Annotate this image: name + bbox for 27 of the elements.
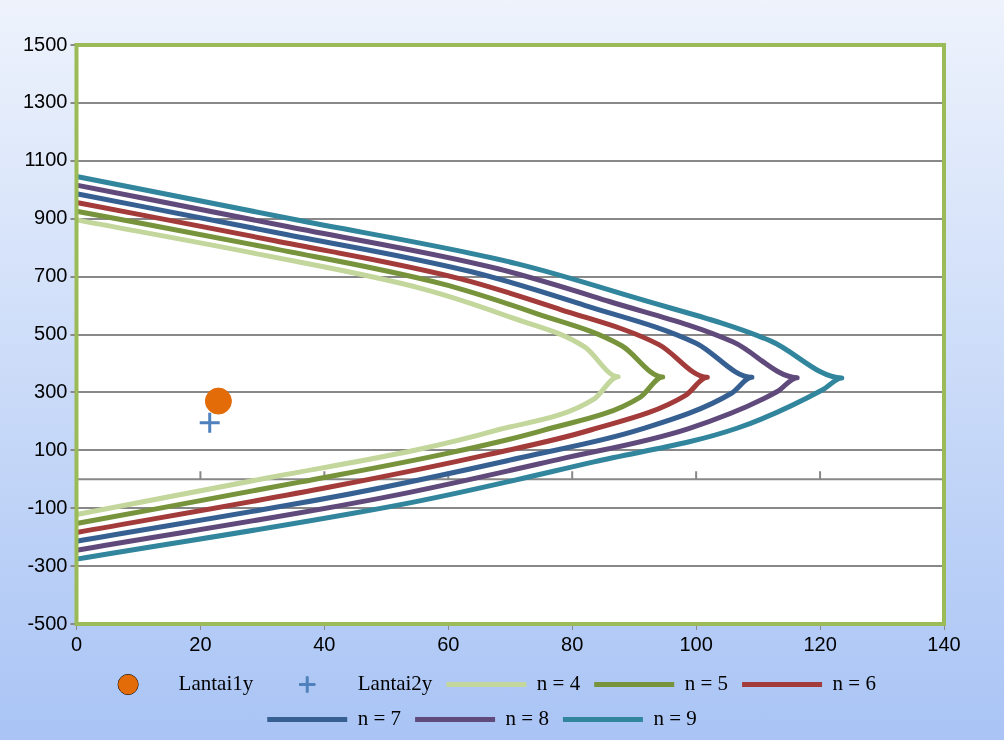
y-tick-label: 300 [34,379,68,402]
x-tick-label: 40 [313,632,336,655]
x-tick-label: 120 [803,632,837,655]
x-tick-label: 0 [70,632,83,655]
y-tick-label: -300 [27,553,68,576]
legend-label: n = 8 [505,706,549,731]
x-tick-label: 20 [189,632,212,655]
x-tick-label: 140 [927,632,961,655]
legend-label: n = 4 [536,671,581,696]
y-tick-label: -100 [27,495,68,518]
legend-label: n = 5 [684,671,729,696]
y-tick-label: 1500 [22,32,68,55]
legend-label: Lantai1y [178,671,254,696]
y-tick-label: -500 [27,611,68,634]
y-tick-label: 1100 [24,148,68,171]
y-tick-label: 100 [34,437,68,460]
y-tick-label: 900 [34,206,68,229]
x-tick-label: 60 [437,632,460,655]
x-tick-label: 80 [561,632,584,655]
y-tick-label: 700 [34,264,68,287]
x-tick-label: 100 [679,632,713,655]
legend-label: Lantai2y [357,671,433,696]
y-tick-label: 1300 [22,90,68,113]
legend-label: n = 9 [653,706,697,731]
legend-label: n = 6 [832,671,876,696]
legend-label: n = 7 [357,706,402,731]
y-tick-label: 500 [34,322,68,345]
